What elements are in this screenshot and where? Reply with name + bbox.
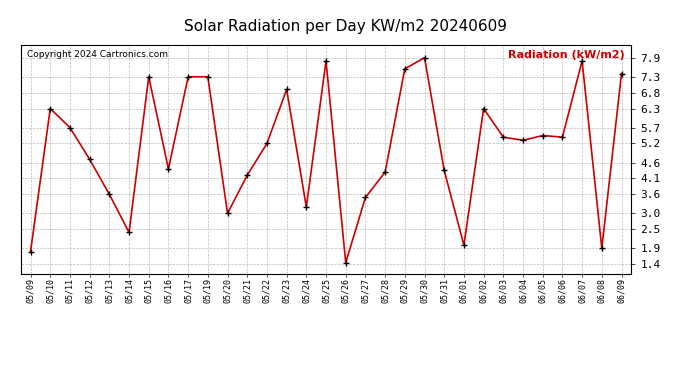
Text: Copyright 2024 Cartronics.com: Copyright 2024 Cartronics.com [27,50,168,58]
Text: Solar Radiation per Day KW/m2 20240609: Solar Radiation per Day KW/m2 20240609 [184,19,506,34]
Text: Radiation (kW/m2): Radiation (kW/m2) [509,50,625,60]
